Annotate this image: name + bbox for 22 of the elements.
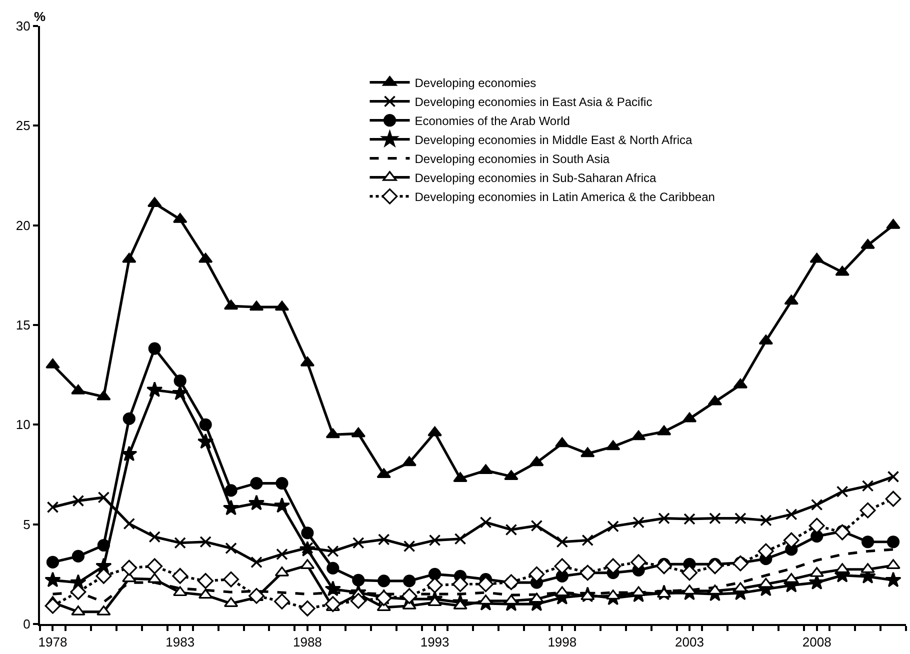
y-tick-label: 25 (16, 118, 30, 134)
x-tick-label: 1993 (420, 634, 450, 650)
x-tick-label: 2008 (802, 634, 832, 650)
legend-label: Developing economies in South Asia (414, 152, 610, 166)
x-tick-label: 1978 (38, 634, 68, 650)
y-tick-label: 0 (23, 616, 30, 632)
y-tick-label: 20 (16, 218, 30, 233)
y-axis-title: % (34, 9, 46, 24)
y-tick-label: 30 (16, 18, 30, 34)
legend-label: Economies of the Arab World (414, 114, 570, 128)
legend-label: Developing economies in East Asia & Pacific (414, 95, 652, 110)
x-tick-label: 2003 (675, 634, 704, 650)
y-tick-label: 5 (23, 516, 30, 532)
legend-label: Developing economies in Middle East & North Africa (414, 133, 693, 148)
x-tick-label: 1988 (292, 634, 322, 650)
y-tick-label: 15 (16, 318, 30, 333)
x-tick-label: 1998 (548, 634, 577, 650)
x-tick-label: 1983 (166, 634, 195, 650)
legend-label: Developing economies in Sub-Saharan Africa (414, 171, 657, 186)
legend-label: Developing economies (414, 76, 536, 90)
legend-label: Developing economies in Latin America & the Caribbean (414, 190, 715, 204)
y-tick-label: 10 (16, 417, 30, 432)
